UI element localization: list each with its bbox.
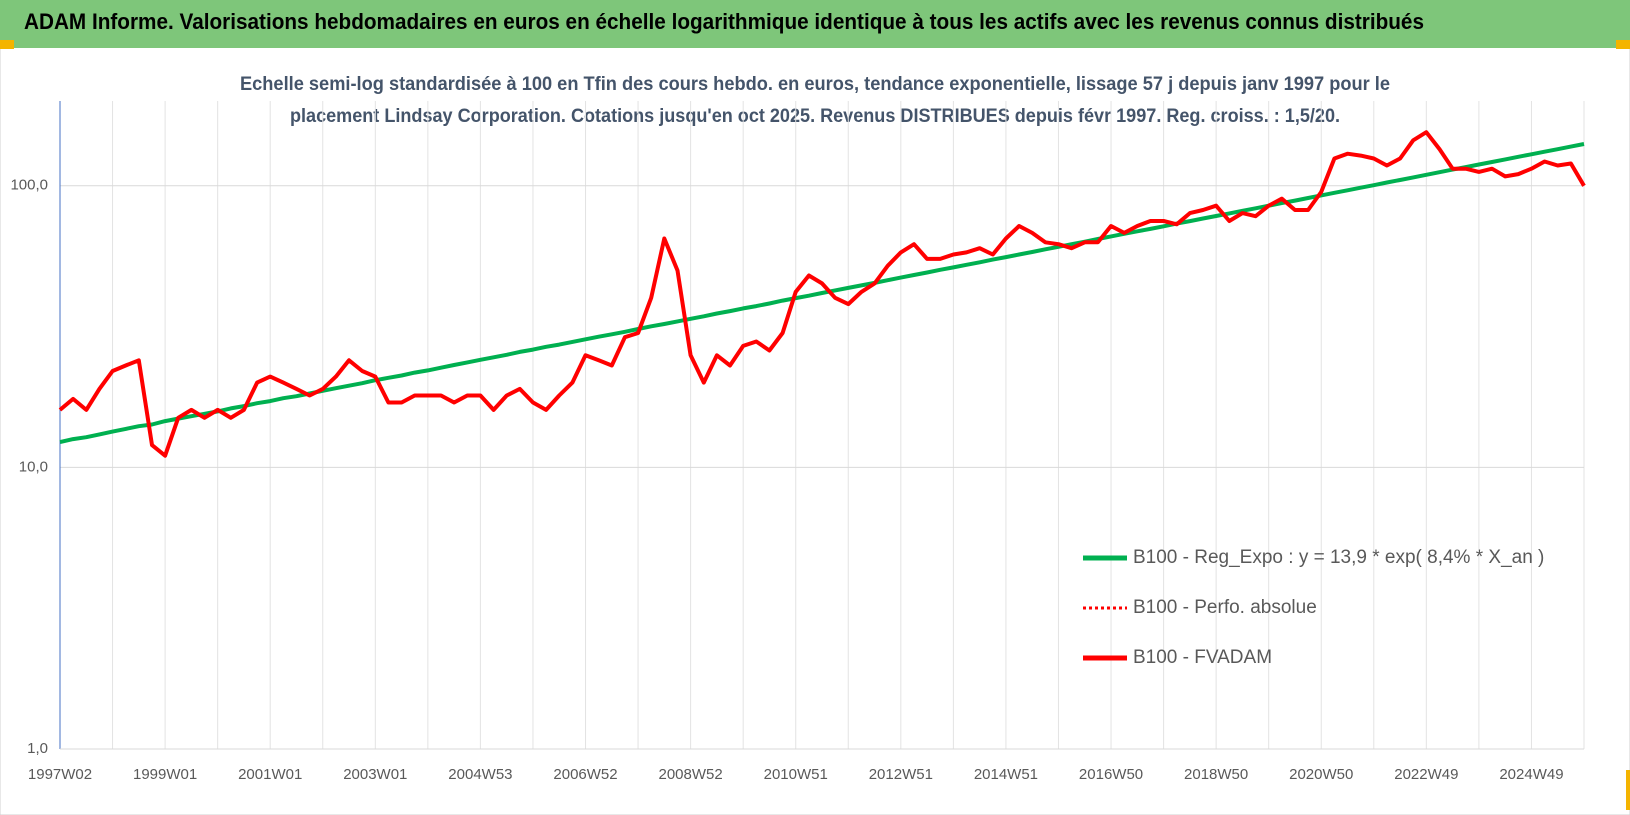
- x-tick-label: 2010W51: [764, 766, 828, 783]
- x-tick-label: 2022W49: [1394, 766, 1458, 783]
- y-tick-label: 100,0: [10, 177, 48, 194]
- x-tick-label: 2024W49: [1499, 766, 1563, 783]
- x-tick-label: 2004W53: [448, 766, 512, 783]
- x-tick-label: 2020W50: [1289, 766, 1353, 783]
- x-tick-label: 2006W52: [553, 766, 617, 783]
- y-tick-label: 10,0: [19, 458, 48, 475]
- corner-mark: [0, 40, 14, 49]
- x-tick-label: 1997W02: [28, 766, 92, 783]
- corner-mark: [1616, 40, 1630, 49]
- series-line: [58, 130, 1586, 458]
- header-bar: [0, 0, 1630, 48]
- chart-title: placement Lindsay Corporation. Cotations…: [290, 106, 1340, 127]
- x-tick-label: 2014W51: [974, 766, 1038, 783]
- x-tick-label: 1999W01: [133, 766, 197, 783]
- legend-label: B100 - Perfo. absolue: [1133, 597, 1317, 618]
- legend-label: B100 - FVADAM: [1133, 647, 1272, 668]
- x-tick-label: 2012W51: [869, 766, 933, 783]
- x-tick-label: 2018W50: [1184, 766, 1248, 783]
- x-tick-label: 2016W50: [1079, 766, 1143, 783]
- legend-label: B100 - Reg_Expo : y = 13,9 * exp( 8,4% *…: [1133, 547, 1544, 568]
- x-tick-label: 2001W01: [238, 766, 302, 783]
- x-tick-label: 2008W52: [659, 766, 723, 783]
- x-tick-label: 2003W01: [343, 766, 407, 783]
- y-tick-label: 1,0: [27, 740, 48, 757]
- header-title: ADAM Informe. Valorisations hebdomadaire…: [24, 9, 1424, 34]
- chart-title: Echelle semi-log standardisée à 100 en T…: [240, 74, 1390, 95]
- corner-mark: [1626, 770, 1630, 810]
